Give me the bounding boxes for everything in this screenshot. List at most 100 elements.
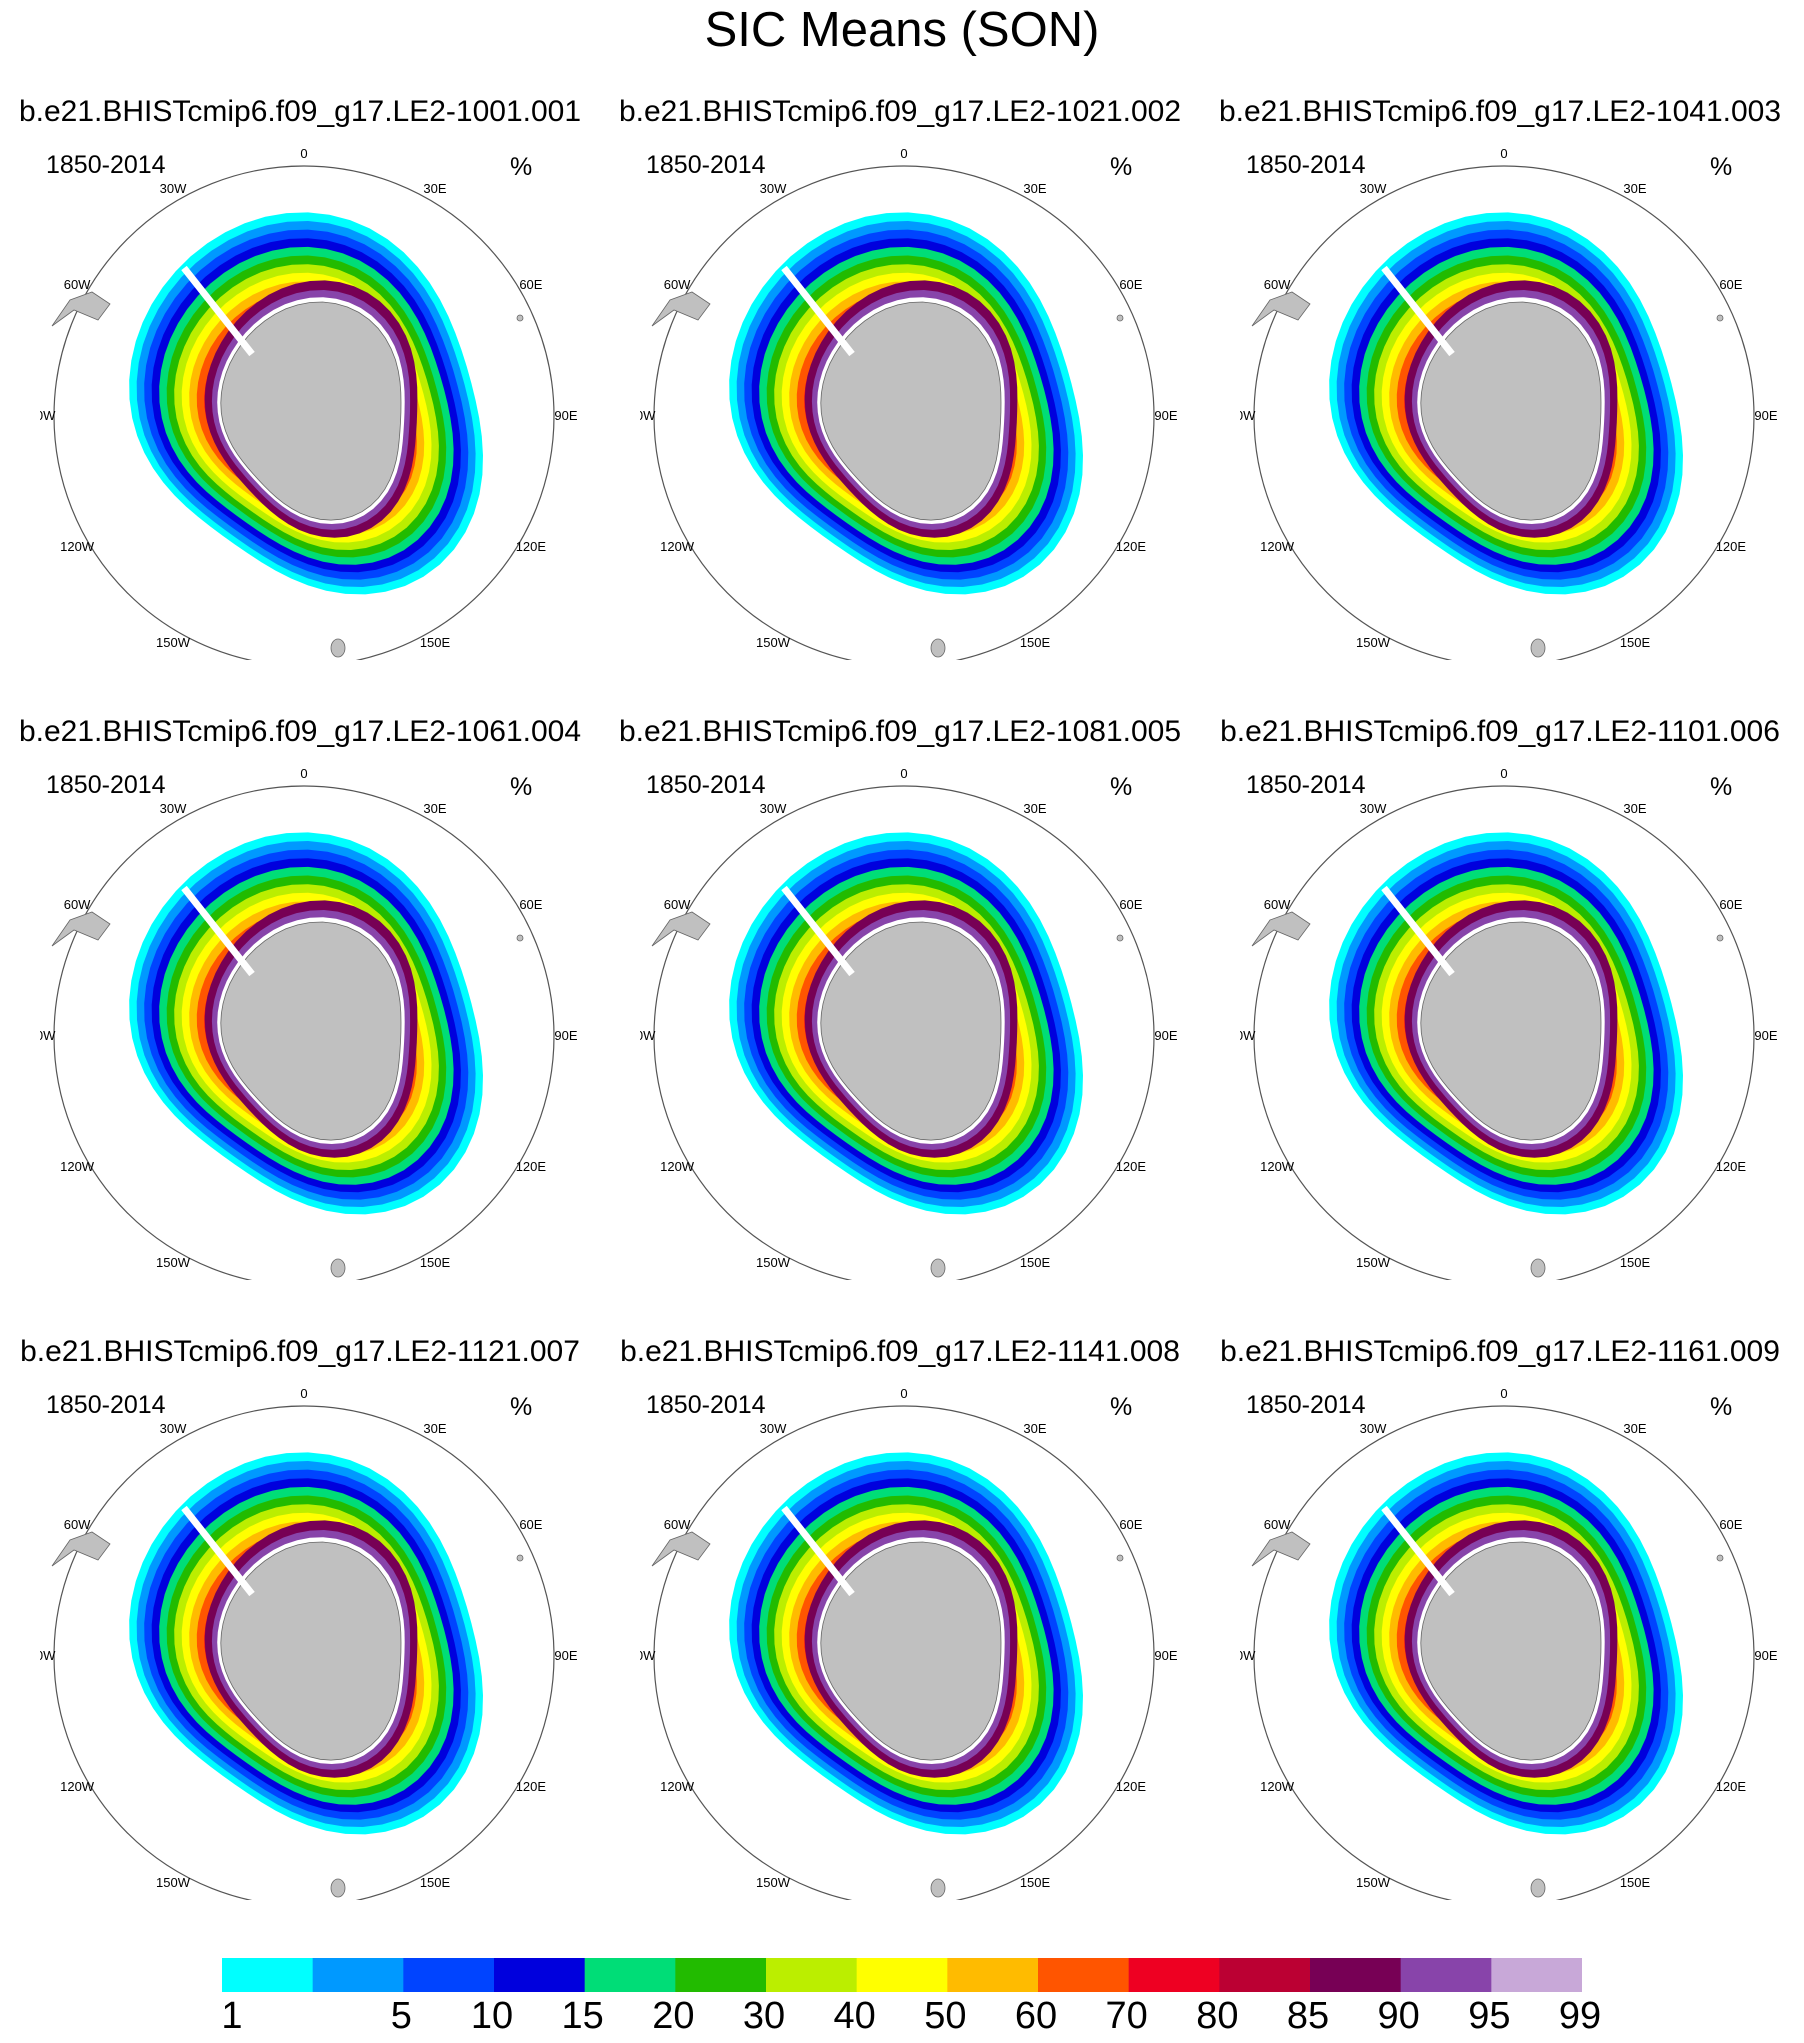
south-america-landmass xyxy=(1251,1531,1311,1567)
longitude-label: 120W xyxy=(60,1779,95,1794)
colorbar-level-label: 95 xyxy=(1468,1995,1511,2037)
longitude-label: 30E xyxy=(1623,801,1646,816)
longitude-label: 90E xyxy=(554,408,577,423)
longitude-label: 60E xyxy=(1719,897,1742,912)
longitude-label: 0 xyxy=(1500,766,1507,781)
south-america-landmass xyxy=(1251,291,1311,327)
polar-map: 030E60E90E120E150E180150W120W90W60W30W xyxy=(1240,766,1778,1280)
longitude-label: 60E xyxy=(1119,277,1142,292)
panel-period-label: 1850-2014 xyxy=(46,151,166,179)
longitude-label: 120E xyxy=(1716,1159,1747,1174)
colorbar-level-label: 1 xyxy=(221,1995,243,2037)
longitude-label: 60E xyxy=(1719,277,1742,292)
longitude-label: 30W xyxy=(760,801,787,816)
south-america-landmass xyxy=(51,291,111,327)
longitude-label: 150W xyxy=(156,1255,191,1270)
colorbar-level-label: 90 xyxy=(1377,1995,1420,2037)
antarctica-landmass xyxy=(220,921,402,1141)
missing-data-stripe xyxy=(1381,885,1455,977)
panel-title: b.e21.BHISTcmip6.f09_g17.LE2-1101.006 xyxy=(1220,715,1780,748)
map-panel: b.e21.BHISTcmip6.f09_g17.LE2-1041.003 185… xyxy=(1200,0,1800,660)
colorbar-swatch xyxy=(1219,1958,1311,1992)
longitude-label: 150W xyxy=(756,1255,791,1270)
missing-data-stripe xyxy=(181,1505,255,1597)
panel-period-label: 1850-2014 xyxy=(646,771,766,799)
longitude-label: 60E xyxy=(519,1517,542,1532)
colorbar-swatch xyxy=(856,1958,948,1992)
longitude-label: 120E xyxy=(516,539,547,554)
colorbar-swatch xyxy=(1038,1958,1130,1992)
missing-data-stripe xyxy=(781,1505,855,1597)
antarctica-landmass xyxy=(220,1541,402,1761)
longitude-label: 60W xyxy=(1264,897,1291,912)
panel-units-label: % xyxy=(1110,773,1133,801)
island-landmass xyxy=(930,1258,946,1278)
colorbar-swatch xyxy=(766,1958,858,1992)
colorbar-swatch xyxy=(1128,1958,1220,1992)
island-landmass xyxy=(516,1554,524,1562)
longitude-label: 150E xyxy=(1620,1255,1651,1270)
panel-units-label: % xyxy=(1110,153,1133,181)
panel-title: b.e21.BHISTcmip6.f09_g17.LE2-1001.001 xyxy=(18,95,582,128)
island-landmass xyxy=(516,934,524,942)
panel-units-label: % xyxy=(1710,1393,1733,1421)
panel-period-label: 1850-2014 xyxy=(1246,151,1366,179)
longitude-label: 60W xyxy=(64,897,91,912)
panel-title: b.e21.BHISTcmip6.f09_g17.LE2-1041.003 xyxy=(1218,95,1782,128)
longitude-label: 120W xyxy=(1260,1159,1295,1174)
panel-title: b.e21.BHISTcmip6.f09_g17.LE2-1141.008 xyxy=(620,1335,1180,1368)
longitude-label: 60W xyxy=(1264,1517,1291,1532)
colorbar-swatch xyxy=(1400,1958,1492,1992)
panel-period-label: 1850-2014 xyxy=(46,771,166,799)
longitude-label: 90W xyxy=(40,1648,56,1663)
longitude-label: 90E xyxy=(1754,408,1777,423)
longitude-label: 150E xyxy=(1020,1875,1051,1890)
longitude-label: 120E xyxy=(1716,539,1747,554)
colorbar-swatch xyxy=(1310,1958,1402,1992)
longitude-label: 60W xyxy=(1264,277,1291,292)
antarctica-landmass xyxy=(1420,921,1602,1141)
longitude-label: 90E xyxy=(1154,1028,1177,1043)
antarctica-landmass xyxy=(220,301,402,521)
longitude-label: 120E xyxy=(516,1159,547,1174)
longitude-label: 30W xyxy=(760,181,787,196)
longitude-label: 150E xyxy=(420,1875,451,1890)
map-panel: b.e21.BHISTcmip6.f09_g17.LE2-1161.009 185… xyxy=(1200,1240,1800,1900)
longitude-label: 120W xyxy=(660,1159,695,1174)
panel-units-label: % xyxy=(510,773,533,801)
longitude-label: 0 xyxy=(900,146,907,161)
longitude-label: 60W xyxy=(64,277,91,292)
polar-map: 030E60E90E120E150E180150W120W90W60W30W xyxy=(640,146,1178,660)
longitude-label: 90E xyxy=(1154,408,1177,423)
missing-data-stripe xyxy=(1381,265,1455,357)
colorbar-swatch xyxy=(403,1958,495,1992)
missing-data-stripe xyxy=(1381,1505,1455,1597)
longitude-label: 150E xyxy=(1020,635,1051,650)
island-landmass xyxy=(1530,1878,1546,1898)
colorbar-level-label: 60 xyxy=(1014,1995,1058,2037)
longitude-label: 30E xyxy=(1623,181,1646,196)
longitude-label: 150E xyxy=(1620,635,1651,650)
longitude-label: 120E xyxy=(516,1779,547,1794)
south-america-landmass xyxy=(651,911,711,947)
panel-units-label: % xyxy=(1710,153,1733,181)
longitude-label: 30E xyxy=(423,181,446,196)
colorbar-level-label: 30 xyxy=(742,1995,786,2037)
longitude-label: 90E xyxy=(554,1648,577,1663)
island-landmass xyxy=(1716,314,1724,322)
south-america-landmass xyxy=(651,291,711,327)
longitude-label: 90W xyxy=(1240,1648,1256,1663)
longitude-label: 90W xyxy=(640,1648,656,1663)
longitude-label: 60W xyxy=(664,897,691,912)
panel-period-label: 1850-2014 xyxy=(1246,1391,1366,1419)
missing-data-stripe xyxy=(181,265,255,357)
colorbar-level-label: 80 xyxy=(1196,1995,1239,2037)
longitude-label: 90E xyxy=(1754,1648,1777,1663)
longitude-label: 30E xyxy=(1023,181,1046,196)
island-landmass xyxy=(330,1878,346,1898)
antarctica-landmass xyxy=(1420,1541,1602,1761)
longitude-label: 90W xyxy=(1240,408,1256,423)
south-america-landmass xyxy=(51,911,111,947)
colorbar-swatch xyxy=(494,1958,586,1992)
panel-units-label: % xyxy=(510,153,533,181)
